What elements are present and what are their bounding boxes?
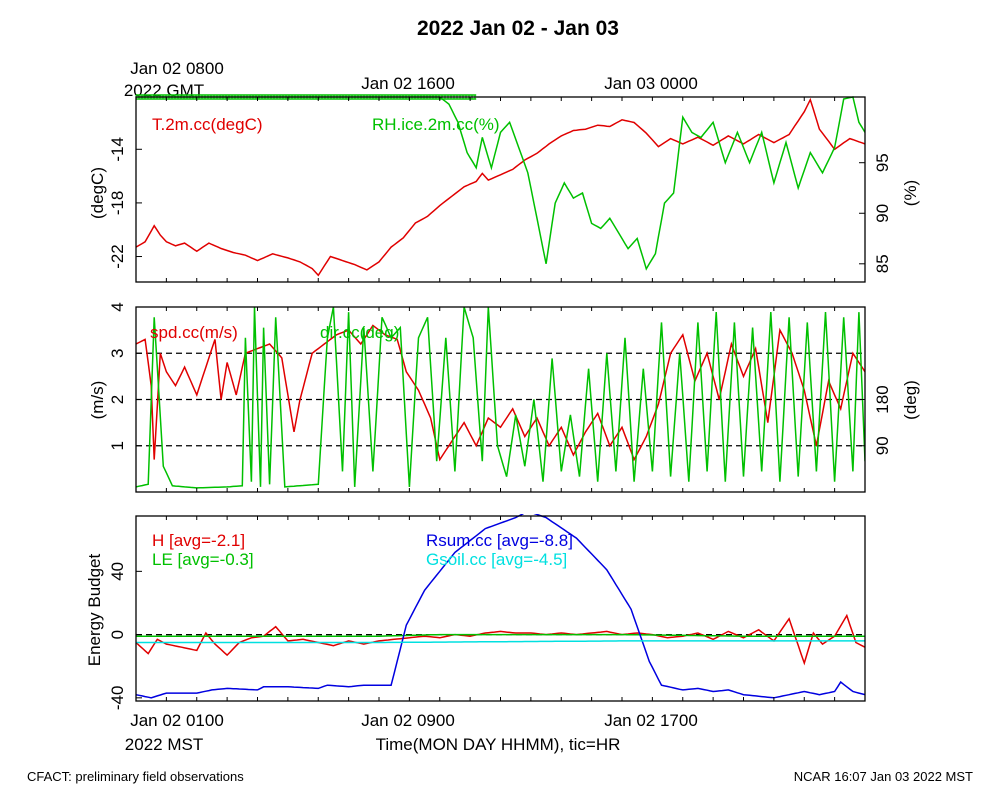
right-tick-label: 90	[873, 204, 892, 223]
series-line-red	[136, 613, 865, 666]
chart-title: 2022 Jan 02 - Jan 03	[417, 17, 619, 40]
legend-latent-heat: LE [avg=-0.3]	[152, 550, 254, 569]
series-line-blue	[136, 514, 865, 699]
humidity-axis-title: (%)	[901, 180, 920, 206]
legend-temperature: T.2m.cc(degC)	[152, 115, 263, 134]
speed-axis-title: (m/s)	[88, 381, 107, 420]
wind-panel: 1 2 3 4 90 180	[108, 302, 892, 493]
legend-speed: spd.cc(m/s)	[150, 323, 238, 342]
energy-axis-title: Energy Budget	[85, 553, 104, 666]
legend-direction: dir.cc(deg)	[320, 323, 399, 342]
saturation-strip	[135, 94, 477, 100]
series-line-red	[136, 97, 865, 277]
series-line-red	[136, 324, 865, 462]
series-line-cyan	[136, 640, 865, 644]
series-line-green	[136, 306, 865, 489]
top-tick-label: Jan 02 1600	[361, 74, 455, 93]
legend-humidity: RH.ice.2m.cc(%)	[372, 115, 500, 134]
right-tick-label: 85	[873, 254, 892, 273]
legend-net-radiation: Rsum.cc [avg=-8.8]	[426, 531, 573, 550]
bottom-tick-label: Jan 02 0900	[361, 711, 455, 730]
temperature-humidity-panel: -22 -18 -14 85 90 95	[108, 94, 892, 283]
left-tick-label: 4	[108, 302, 127, 311]
legend-soil-heat-flux: Gsoil.cc [avg=-4.5]	[426, 550, 567, 569]
left-tick-label: 1	[108, 441, 127, 450]
bottom-axis-sublabel: 2022 MST	[125, 735, 203, 754]
top-tick-label: Jan 03 0000	[604, 74, 698, 93]
left-tick-label: 40	[108, 562, 127, 581]
footer-left: CFACT: preliminary field observations	[27, 769, 244, 784]
top-tick-label: Jan 02 0800	[130, 59, 224, 78]
energy-budget-panel: -40 0 40	[108, 514, 866, 711]
temperature-axis-title: (degC)	[88, 167, 107, 219]
left-tick-label: 0	[108, 630, 127, 639]
left-tick-label: 3	[108, 349, 127, 358]
left-tick-label: -14	[108, 137, 127, 162]
series-line-green	[136, 633, 865, 637]
right-tick-label: 180	[873, 385, 892, 413]
footer-right: NCAR 16:07 Jan 03 2022 MST	[794, 769, 973, 784]
left-tick-label: -18	[108, 191, 127, 216]
direction-axis-title: (deg)	[901, 380, 920, 420]
right-tick-label: 90	[873, 436, 892, 455]
left-tick-label: -22	[108, 244, 127, 269]
left-tick-label: 2	[108, 395, 127, 404]
right-tick-label: 95	[873, 153, 892, 172]
x-axis-title: Time(MON DAY HHMM), tic=HR	[376, 735, 621, 754]
legend-sensible-heat: H [avg=-2.1]	[152, 531, 245, 550]
left-tick-label: -40	[108, 686, 127, 711]
bottom-tick-label: Jan 02 0100	[130, 711, 224, 730]
bottom-tick-label: Jan 02 1700	[604, 711, 698, 730]
